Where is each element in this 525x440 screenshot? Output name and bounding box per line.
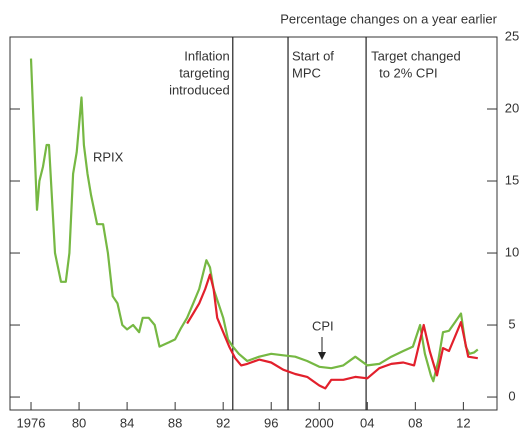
legend-label: CPI [312, 318, 334, 333]
y-tick-label: 0 [508, 388, 515, 403]
x-tick-label: 08 [408, 415, 422, 430]
plot-frame [9, 36, 498, 411]
x-tick-label: 2000 [305, 415, 334, 430]
legend-arrowhead [318, 352, 326, 360]
legend-label: RPIX [93, 149, 124, 164]
x-tick-label: 88 [168, 415, 182, 430]
event-label: to 2% CPI [379, 65, 438, 80]
y-tick-label: 25 [505, 28, 519, 43]
series-line [186, 273, 478, 390]
series-line [29, 58, 479, 383]
x-tick-label: 92 [216, 415, 230, 430]
event-label: targeting [179, 65, 230, 80]
event-label: Inflation [184, 48, 230, 63]
y-tick-label: 5 [508, 316, 515, 331]
x-tick-label: 1976 [17, 415, 46, 430]
x-tick-label: 84 [120, 415, 134, 430]
x-tick-label: 12 [456, 415, 470, 430]
y-tick-label: 20 [505, 100, 519, 115]
y-axis-label: Percentage changes on a year earlier [280, 11, 497, 26]
event-label: MPC [292, 65, 321, 80]
event-label: Start of [292, 48, 334, 63]
event-label: Target changed [371, 48, 461, 63]
x-tick-label: 80 [72, 415, 86, 430]
event-label: introduced [169, 82, 230, 97]
y-tick-label: 15 [505, 172, 519, 187]
x-tick-label: 04 [360, 415, 374, 430]
x-tick-label: 96 [264, 415, 278, 430]
y-tick-label: 10 [505, 244, 519, 259]
